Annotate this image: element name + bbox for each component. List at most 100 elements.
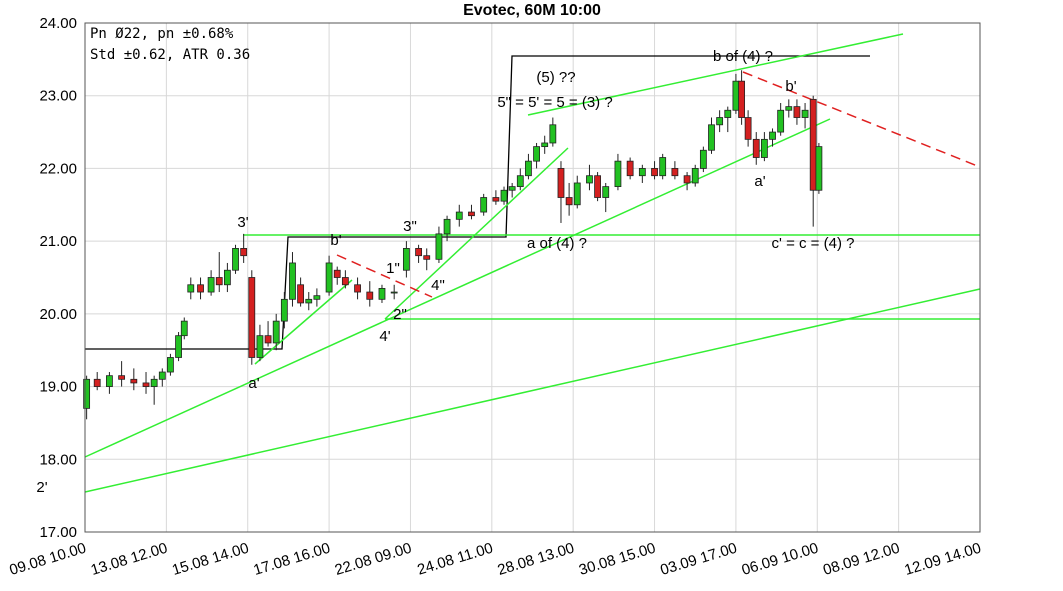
trend-line: [84, 288, 981, 493]
plot-frame: [84, 22, 981, 533]
candle-body: [801, 109, 809, 118]
candle-body: [732, 80, 740, 111]
candle-body: [142, 382, 150, 387]
info-line: Std ±0.62, ATR 0.36: [90, 47, 250, 63]
candle-body: [187, 284, 195, 293]
y-tick-label: 19.00: [39, 379, 77, 396]
candle-body: [573, 182, 581, 206]
candle-body: [699, 149, 707, 169]
candle-body: [769, 131, 776, 140]
candle-body: [809, 98, 817, 191]
candle-body: [256, 335, 264, 358]
candle-body: [468, 211, 475, 217]
wave-label: 2": [393, 306, 407, 323]
wave-label: a of (4) ?: [527, 235, 587, 252]
candle-body: [683, 175, 691, 184]
candle-body: [175, 335, 182, 358]
candle-body: [738, 80, 746, 118]
candle-body: [492, 197, 500, 202]
wave-label: b of (4) ?: [713, 48, 773, 65]
candle-body: [423, 255, 431, 260]
candles: [83, 70, 823, 420]
candle-body: [180, 320, 188, 337]
candle-body: [150, 378, 158, 387]
wave-label: 4": [431, 277, 445, 294]
candle-body: [443, 218, 451, 235]
candle-body: [793, 106, 801, 118]
candle-body: [525, 160, 532, 177]
candle-body: [305, 298, 313, 304]
wave-label: 3": [403, 218, 417, 235]
wave-label: b': [785, 78, 796, 95]
candle-body: [815, 146, 823, 191]
candle-body: [272, 320, 280, 344]
candle-body: [557, 168, 565, 198]
candle-body: [313, 295, 321, 300]
candle-body: [223, 269, 231, 286]
resistance-line: [742, 71, 981, 168]
trend-line: [84, 118, 831, 458]
candle-body: [435, 233, 443, 260]
wave-label: (5) ??: [536, 69, 575, 86]
candle-body: [455, 211, 463, 220]
candle-body: [325, 262, 333, 293]
candle-body: [83, 378, 91, 409]
candle-body: [638, 168, 646, 177]
y-tick-label: 23.00: [39, 88, 77, 105]
wave-label: 3': [237, 214, 248, 231]
candle-body: [480, 197, 488, 213]
candle-body: [232, 248, 239, 271]
candle-body: [167, 357, 174, 373]
candle-body: [691, 168, 699, 184]
candle-body: [264, 335, 272, 344]
candle-body: [549, 124, 557, 144]
y-tick-label: 22.00: [39, 160, 77, 177]
candle-body: [777, 109, 785, 133]
candle-body: [626, 160, 634, 177]
candle-body: [93, 378, 101, 387]
candle-body: [158, 371, 166, 380]
y-tick-label: 17.00: [39, 524, 77, 541]
wave-label: 2': [36, 479, 47, 496]
candle-body: [744, 117, 752, 140]
candle-body: [594, 175, 601, 198]
trend-line: [254, 279, 353, 365]
candle-body: [724, 109, 732, 118]
candle-body: [390, 291, 398, 294]
candle-body: [354, 284, 361, 293]
candle-body: [708, 124, 715, 151]
candle-body: [333, 269, 341, 278]
candle-body: [118, 375, 126, 380]
channel-line: [527, 33, 904, 116]
candle-body: [378, 288, 386, 300]
info-line: Pn Ø22, pn ±0.68%: [90, 26, 234, 42]
wave-label: b': [330, 232, 341, 249]
candle-body: [586, 175, 593, 184]
candle-body: [533, 146, 540, 162]
annotations: 3' b' 3" 1" 4" 2"4' a' 2' (5) ?? 5" = 5' = 5 = (3…: [36, 48, 854, 496]
candle-body: [651, 168, 658, 177]
candle-body: [516, 175, 524, 188]
candle-body: [760, 138, 768, 158]
candle-body: [659, 157, 667, 177]
wave-label: 4': [379, 328, 390, 345]
wave-label: a': [754, 173, 765, 190]
candle-body: [280, 298, 288, 322]
candle-body: [289, 262, 296, 300]
candle-body: [602, 186, 610, 198]
candle-body: [565, 197, 573, 206]
candle-body: [716, 117, 724, 126]
candle-body: [415, 248, 422, 257]
grid: [84, 22, 981, 533]
candle-body: [366, 291, 374, 300]
candle-body: [240, 248, 248, 257]
wave-label: a': [248, 375, 259, 392]
candle-body: [207, 277, 215, 293]
candle-body: [297, 284, 305, 304]
wave-label: c' = c = (4) ?: [772, 235, 855, 252]
candle-body: [106, 375, 113, 387]
y-tick-label: 20.00: [39, 306, 77, 323]
candle-body: [541, 142, 549, 148]
